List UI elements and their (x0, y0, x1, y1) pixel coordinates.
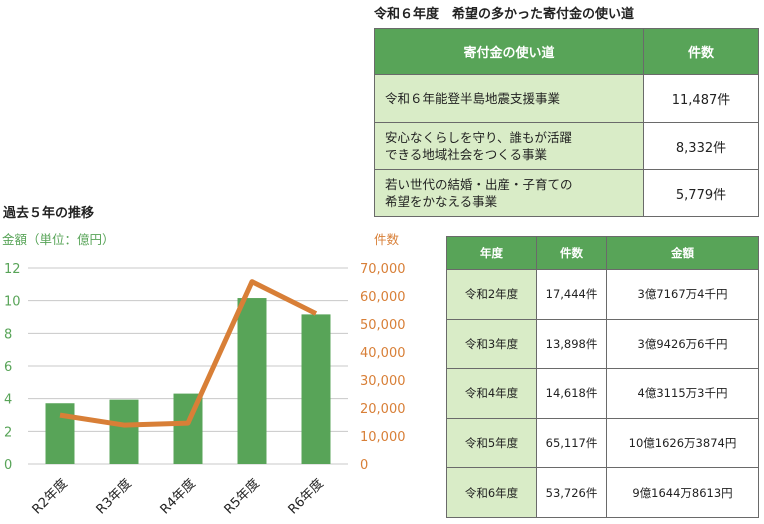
history-year: 令和4年度 (446, 368, 537, 419)
right-tick-label: 20,000 (360, 402, 406, 417)
donation-uses-table: 寄付金の使い道 件数 令和６年能登半島地震支援事業 11,487件 安心なくらし… (374, 28, 759, 217)
use-count: 5,779件 (643, 169, 759, 217)
left-tick-label: 8 (4, 327, 12, 342)
use-name-line: 安心なくらしを守り、誰もが活躍 (385, 130, 573, 145)
history-header-amount: 金額 (606, 236, 759, 270)
history-count: 17,444件 (536, 269, 607, 320)
history-amount: 10億1626万3874円 (606, 417, 759, 469)
history-amount: 4億3115万3千円 (606, 368, 759, 419)
bar (301, 314, 331, 464)
use-count: 8,332件 (643, 122, 759, 170)
history-amount: 9億1644万8613円 (606, 467, 759, 518)
history-row: 令和5年度 65,117件 10億1626万3874円 (446, 417, 759, 469)
left-tick-label: 0 (4, 458, 12, 473)
left-tick-label: 10 (4, 295, 21, 310)
x-tick-label: R4年度 (157, 476, 199, 518)
history-year: 令和5年度 (446, 417, 537, 469)
history-amount: 3億9426万6千円 (606, 318, 759, 370)
right-tick-label: 0 (360, 458, 368, 473)
trend-chart: 金額（単位：億円） 件数 0 2 4 6 8 10 12 0 10,000 20,000 30,0… (2, 232, 406, 518)
right-tick-label: 70,000 (360, 262, 406, 277)
bar (109, 399, 139, 464)
uses-row: 令和６年能登半島地震支援事業 11,487件 (374, 74, 759, 123)
line-series (59, 279, 318, 428)
left-tick-label: 4 (4, 393, 12, 408)
uses-header-count: 件数 (643, 28, 759, 75)
use-count: 11,487件 (643, 74, 759, 123)
uses-row: 若い世代の結婚・出産・子育ての 希望をかなえる事業 5,779件 (374, 169, 759, 217)
history-header-year: 年度 (446, 236, 537, 270)
uses-header-use: 寄付金の使い道 (374, 28, 644, 75)
x-axis-ticks: R2年度 R3年度 R4年度 R5年度 R6年度 (29, 476, 327, 518)
history-row: 令和6年度 53,726件 9億1644万8613円 (446, 467, 759, 518)
left-tick-label: 6 (4, 360, 12, 375)
right-tick-label: 10,000 (360, 430, 406, 445)
history-count: 13,898件 (536, 318, 607, 370)
right-tick-label: 50,000 (360, 318, 406, 333)
history-count: 14,618件 (536, 368, 607, 419)
history-year: 令和6年度 (446, 467, 537, 518)
use-name-line: できる地域社会をつくる事業 (385, 147, 548, 162)
use-name: 令和６年能登半島地震支援事業 (374, 74, 644, 123)
use-name: 安心なくらしを守り、誰もが活躍 できる地域社会をつくる事業 (374, 122, 644, 170)
history-year: 令和3年度 (446, 318, 537, 370)
bar-series (45, 298, 331, 464)
uses-title: 令和６年度 希望の多かった寄付金の使い道 (374, 7, 635, 22)
x-tick-label: R6年度 (285, 476, 327, 518)
left-tick-label: 12 (4, 262, 21, 277)
right-axis-title: 件数 (374, 232, 400, 247)
history-row: 令和3年度 13,898件 3億9426万6千円 (446, 318, 759, 370)
right-tick-label: 30,000 (360, 374, 406, 389)
uses-header-row: 寄付金の使い道 件数 (374, 28, 759, 75)
history-count: 65,117件 (536, 417, 607, 469)
bar (45, 403, 75, 464)
trend-title: 過去５年の推移 (3, 206, 95, 221)
use-name: 若い世代の結婚・出産・子育ての 希望をかなえる事業 (374, 169, 644, 217)
bar (237, 298, 267, 464)
right-axis-ticks: 0 10,000 20,000 30,000 40,000 50,000 60,000 70,… (360, 262, 406, 473)
x-tick-label: R2年度 (29, 476, 71, 518)
history-header-count: 件数 (536, 236, 607, 270)
left-axis-title: 金額（単位：億円） (2, 232, 115, 247)
history-table: 年度 件数 金額 令和2年度 17,444件 3億7167万4千円 令和3年度 … (446, 236, 759, 518)
right-tick-label: 60,000 (360, 290, 406, 305)
history-row: 令和4年度 14,618件 4億3115万3千円 (446, 368, 759, 419)
left-axis-ticks: 0 2 4 6 8 10 12 (4, 262, 21, 473)
x-tick-label: R5年度 (221, 476, 263, 518)
left-tick-label: 2 (4, 425, 12, 440)
right-tick-label: 40,000 (360, 346, 406, 361)
uses-row: 安心なくらしを守り、誰もが活躍 できる地域社会をつくる事業 8,332件 (374, 122, 759, 170)
count-line (59, 279, 318, 428)
history-count: 53,726件 (536, 467, 607, 518)
history-year: 令和2年度 (446, 269, 537, 320)
x-tick-label: R3年度 (93, 476, 135, 518)
history-row: 令和2年度 17,444件 3億7167万4千円 (446, 269, 759, 320)
use-name-line: 令和６年能登半島地震支援事業 (385, 91, 561, 106)
history-amount: 3億7167万4千円 (606, 269, 759, 320)
use-name-line: 希望をかなえる事業 (385, 194, 498, 209)
history-header-row: 年度 件数 金額 (446, 236, 759, 270)
use-name-line: 若い世代の結婚・出産・子育ての (385, 177, 573, 192)
